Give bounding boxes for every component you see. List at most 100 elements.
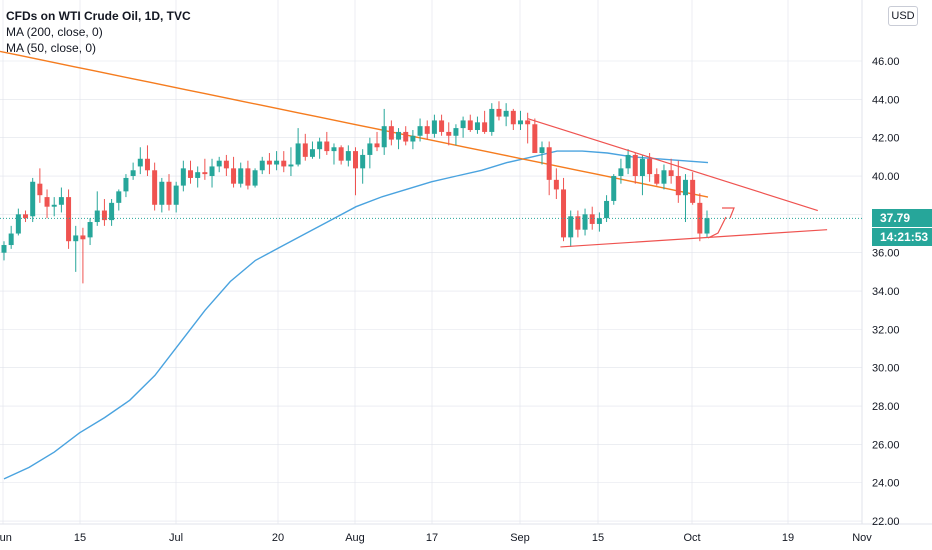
price-tick-label: 46.00	[872, 56, 900, 68]
candle-body	[553, 179, 559, 190]
price-axis[interactable]: 22.00 24.00 26.00 28.00 30.00 32.00 34.00 36.00…	[872, 56, 900, 528]
candle-body	[216, 160, 222, 167]
ma-50-line	[3, 150, 709, 480]
candle-body	[166, 181, 172, 205]
time-tick-label: Oct	[683, 532, 700, 544]
candle-body	[360, 154, 366, 169]
time-tick-label: Jun	[0, 532, 12, 544]
candle-body	[539, 147, 545, 154]
time-tick-label: 15	[74, 532, 86, 544]
candle-body	[94, 210, 100, 223]
candle-body	[58, 197, 64, 205]
candle-body	[618, 168, 624, 177]
candle-body	[252, 170, 258, 186]
candle-body	[130, 170, 136, 177]
candle-body	[510, 110, 516, 125]
candle-body	[561, 189, 567, 238]
time-axis[interactable]: Jun 15 Jul 20 Aug 17 Sep 15 Oct 19 Nov	[0, 532, 872, 544]
candle-body	[144, 158, 150, 171]
candle-body	[381, 126, 387, 148]
candle-body	[30, 181, 36, 217]
candle-body	[8, 233, 14, 246]
ma-200-path	[0, 50, 709, 198]
candle-body	[231, 168, 237, 184]
candle-body	[66, 197, 72, 242]
price-tick-label: 40.00	[872, 171, 900, 183]
time-tick-label: Jul	[169, 532, 183, 544]
candle-body	[188, 170, 194, 178]
candle-body	[388, 126, 394, 140]
candle-body	[467, 120, 473, 131]
candle-body	[223, 160, 229, 169]
candle-body	[195, 172, 201, 178]
time-tick-label: 20	[272, 532, 284, 544]
candle-body	[575, 216, 581, 230]
candle-body	[281, 160, 287, 167]
candle-body	[159, 181, 165, 205]
candle-body	[238, 168, 244, 184]
candle-body	[517, 120, 523, 125]
candle-body	[474, 122, 480, 131]
candle-body	[482, 122, 488, 132]
candle-body	[460, 120, 466, 129]
time-tick-label: Nov	[852, 532, 872, 544]
symbol-title[interactable]: CFDs on WTI Crude Oil, 1D, TVC	[6, 9, 191, 23]
price-tick-label: 36.00	[872, 248, 900, 260]
candle-body	[44, 197, 50, 207]
candle-body	[331, 147, 337, 152]
candle-body	[353, 151, 358, 169]
candle-body	[446, 131, 452, 136]
candle-body	[668, 170, 674, 177]
candle-body	[410, 135, 416, 142]
price-tick-label: 26.00	[872, 439, 900, 451]
forecast-arrow-head	[722, 207, 735, 219]
candle-body	[202, 172, 208, 175]
candle-body	[274, 160, 280, 165]
candle-body	[152, 170, 158, 205]
time-tick-label: Sep	[510, 532, 530, 544]
candle-body	[288, 164, 294, 167]
ma-50-legend[interactable]: MA (50, close, 0)	[6, 41, 97, 55]
candle-body	[324, 141, 330, 152]
candle-body	[87, 222, 93, 238]
price-tick-label: 42.00	[872, 133, 900, 145]
candle-body	[403, 131, 409, 142]
candle-body	[123, 177, 129, 192]
candle-body	[489, 108, 495, 132]
candle-body	[51, 204, 57, 207]
candle-body	[604, 200, 610, 219]
candle-body	[295, 143, 301, 165]
trendline	[560, 229, 828, 248]
candle-body	[302, 143, 308, 157]
currency-button[interactable]: USD	[888, 6, 918, 26]
candle-body	[589, 214, 595, 224]
candle-body	[532, 124, 538, 154]
price-tick-label: 24.00	[872, 478, 900, 490]
chart-legend: CFDs on WTI Crude Oil, 1D, TVC MA (200, …	[6, 8, 191, 56]
candle-body	[704, 218, 710, 234]
candle-body	[345, 151, 351, 161]
price-tick-label: 44.00	[872, 94, 900, 106]
candle-body	[209, 166, 215, 177]
candle-body	[647, 158, 653, 175]
ma-50-path	[3, 150, 709, 480]
candle-body	[259, 160, 265, 171]
candle-body	[1, 245, 7, 253]
candle-body	[109, 202, 115, 221]
candle-body	[101, 210, 107, 221]
price-tick-label: 32.00	[872, 324, 900, 336]
candle-body	[675, 176, 681, 196]
candle-body	[525, 120, 531, 125]
price-tick-label: 28.00	[872, 401, 900, 413]
candle-body	[453, 128, 459, 136]
candle-body	[180, 168, 186, 186]
candle-body	[73, 235, 79, 242]
candle-body	[568, 216, 574, 238]
ma-200-legend[interactable]: MA (200, close, 0)	[6, 25, 103, 39]
trendline	[527, 117, 818, 212]
candle-body	[15, 214, 21, 234]
time-tick-label: 15	[592, 532, 604, 544]
time-tick-label: Aug	[345, 532, 365, 544]
candle-body	[439, 120, 445, 132]
